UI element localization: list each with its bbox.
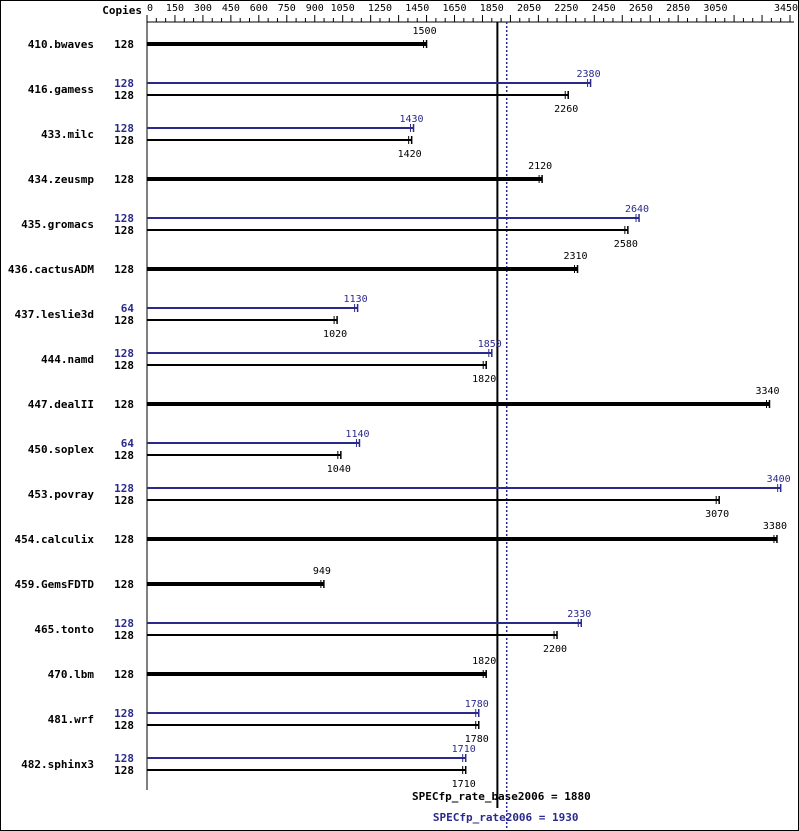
base-value-label: 2120 bbox=[528, 161, 552, 172]
base-copies: 128 bbox=[114, 533, 134, 546]
benchmark-label: 435.gromacs bbox=[21, 218, 94, 231]
peak-copies: 128 bbox=[114, 752, 134, 765]
x-tick-label: 2650 bbox=[629, 3, 653, 14]
peak-value-label: 1780 bbox=[465, 699, 489, 710]
base-copies: 128 bbox=[114, 38, 134, 51]
peak-copies: 128 bbox=[114, 347, 134, 360]
base-value-label: 1820 bbox=[472, 656, 496, 667]
x-tick-label: 3050 bbox=[703, 3, 727, 14]
benchmark-label: 450.soplex bbox=[28, 443, 95, 456]
x-tick-label: 600 bbox=[250, 3, 268, 14]
base-copies: 128 bbox=[114, 449, 134, 462]
benchmark-label: 436.cactusADM bbox=[8, 263, 94, 276]
base-value-label: 1500 bbox=[413, 26, 437, 37]
peak-copies: 64 bbox=[121, 302, 135, 315]
benchmark-label: 454.calculix bbox=[15, 533, 95, 546]
base-copies: 128 bbox=[114, 629, 134, 642]
base-copies: 128 bbox=[114, 263, 134, 276]
peak-value-label: 1850 bbox=[478, 339, 502, 350]
base-value-label: 2580 bbox=[614, 239, 638, 250]
peak-value-label: 1130 bbox=[344, 294, 368, 305]
benchmark-label: 410.bwaves bbox=[28, 38, 94, 51]
base-copies: 128 bbox=[114, 578, 134, 591]
base-copies: 128 bbox=[114, 494, 134, 507]
x-tick-label: 1650 bbox=[442, 3, 466, 14]
x-tick-label: 900 bbox=[306, 3, 324, 14]
benchmark-label: 433.milc bbox=[41, 128, 94, 141]
peak-value-label: 2640 bbox=[625, 204, 649, 215]
peak-copies: 128 bbox=[114, 77, 134, 90]
x-tick-label: 2450 bbox=[592, 3, 616, 14]
x-tick-label: 1450 bbox=[405, 3, 429, 14]
base-value-label: 2310 bbox=[563, 251, 587, 262]
benchmark-label: 447.dealII bbox=[28, 398, 94, 411]
x-tick-label: 1050 bbox=[331, 3, 355, 14]
base-value-label: 1020 bbox=[323, 329, 347, 340]
peak-value-label: 2380 bbox=[577, 69, 601, 80]
base-value-label: 1040 bbox=[327, 464, 351, 475]
copies-header: Copies bbox=[102, 4, 142, 17]
peak-copies: 128 bbox=[114, 212, 134, 225]
peak-value-label: 1140 bbox=[345, 429, 369, 440]
x-tick-label: 2850 bbox=[666, 3, 690, 14]
peak-copies: 64 bbox=[121, 437, 135, 450]
peak-metric-label: SPECfp_rate2006 = 1930 bbox=[433, 811, 579, 824]
benchmark-label: 453.povray bbox=[28, 488, 95, 501]
benchmark-label: 444.namd bbox=[41, 353, 94, 366]
base-copies: 128 bbox=[114, 314, 134, 327]
base-copies: 128 bbox=[114, 764, 134, 777]
x-tick-label: 1850 bbox=[480, 3, 504, 14]
base-value-label: 1710 bbox=[452, 779, 476, 790]
peak-copies: 128 bbox=[114, 122, 134, 135]
x-tick-label: 1250 bbox=[368, 3, 392, 14]
base-value-label: 3070 bbox=[705, 509, 729, 520]
x-tick-label: 3450 bbox=[774, 3, 798, 14]
peak-value-label: 3400 bbox=[767, 474, 791, 485]
base-value-label: 949 bbox=[313, 566, 331, 577]
base-copies: 128 bbox=[114, 224, 134, 237]
x-tick-label: 0 bbox=[147, 3, 153, 14]
benchmark-label: 459.GemsFDTD bbox=[15, 578, 95, 591]
base-copies: 128 bbox=[114, 134, 134, 147]
x-tick-label: 300 bbox=[194, 3, 212, 14]
base-copies: 128 bbox=[114, 173, 134, 186]
peak-value-label: 1430 bbox=[399, 114, 423, 125]
base-copies: 128 bbox=[114, 359, 134, 372]
base-value-label: 2260 bbox=[554, 104, 578, 115]
base-copies: 128 bbox=[114, 668, 134, 681]
base-metric-label: SPECfp_rate_base2006 = 1880 bbox=[412, 790, 591, 803]
base-value-label: 3380 bbox=[763, 521, 787, 532]
base-copies: 128 bbox=[114, 398, 134, 411]
benchmark-label: 416.gamess bbox=[28, 83, 94, 96]
peak-value-label: 2330 bbox=[567, 609, 591, 620]
x-tick-label: 750 bbox=[278, 3, 296, 14]
x-tick-label: 2050 bbox=[517, 3, 541, 14]
peak-copies: 128 bbox=[114, 482, 134, 495]
benchmark-label: 437.leslie3d bbox=[15, 308, 94, 321]
base-value-label: 2200 bbox=[543, 644, 567, 655]
x-tick-label: 150 bbox=[166, 3, 184, 14]
peak-copies: 128 bbox=[114, 707, 134, 720]
x-tick-label: 2250 bbox=[554, 3, 578, 14]
benchmark-label: 481.wrf bbox=[48, 713, 94, 726]
benchmark-label: 470.lbm bbox=[48, 668, 95, 681]
benchmark-label: 434.zeusmp bbox=[28, 173, 95, 186]
peak-copies: 128 bbox=[114, 617, 134, 630]
base-value-label: 1780 bbox=[465, 734, 489, 745]
benchmark-label: 465.tonto bbox=[34, 623, 94, 636]
x-tick-label: 450 bbox=[222, 3, 240, 14]
benchmark-label: 482.sphinx3 bbox=[21, 758, 94, 771]
base-copies: 128 bbox=[114, 719, 134, 732]
base-value-label: 1820 bbox=[472, 374, 496, 385]
base-value-label: 1420 bbox=[398, 149, 422, 160]
peak-value-label: 1710 bbox=[452, 744, 476, 755]
base-value-label: 3340 bbox=[755, 386, 779, 397]
base-copies: 128 bbox=[114, 89, 134, 102]
